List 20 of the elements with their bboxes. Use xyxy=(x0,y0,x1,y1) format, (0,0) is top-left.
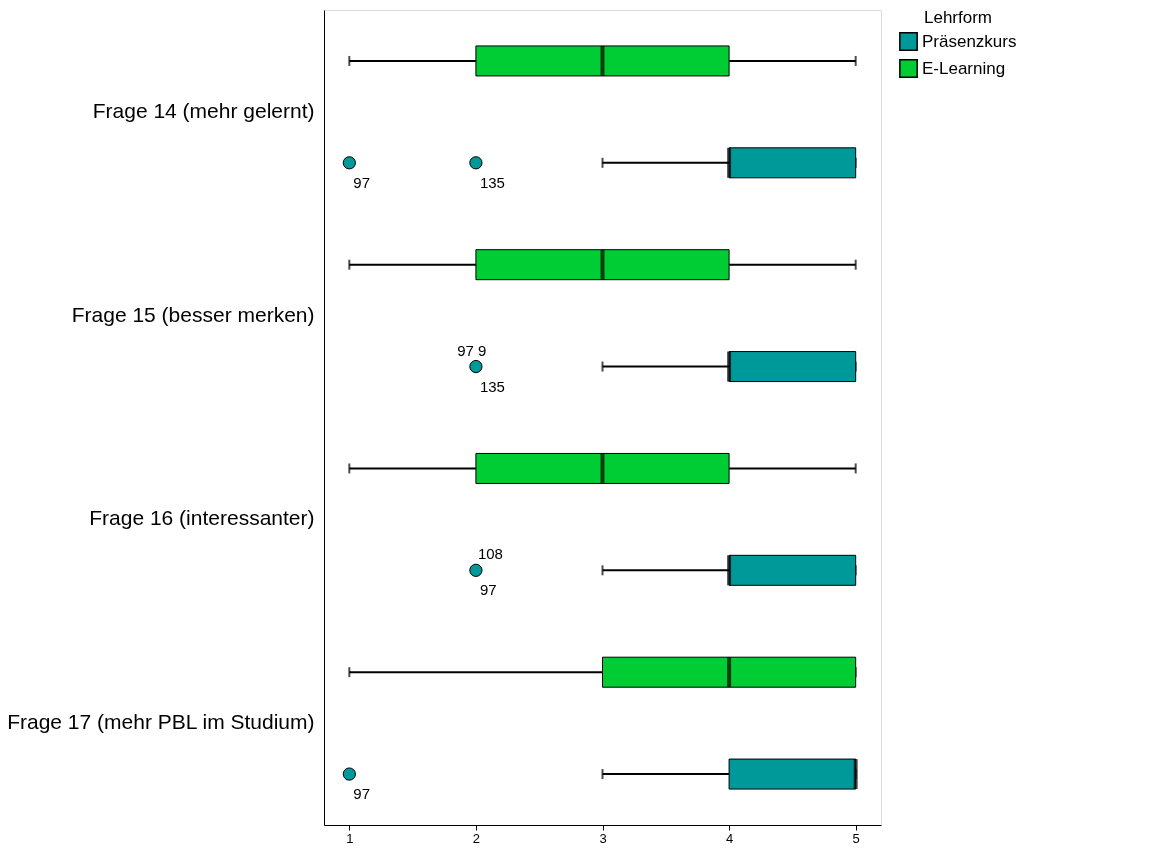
legend-label: Präsenzkurs xyxy=(922,31,1017,51)
legend-label: E-Learning xyxy=(922,58,1006,78)
x-tick-label: 2 xyxy=(472,830,481,846)
x-tick-label: 4 xyxy=(725,830,734,846)
annotation: 97 xyxy=(479,581,497,599)
annotation: 135 xyxy=(479,173,505,191)
annotation: 9 xyxy=(477,341,487,359)
annotation: 108 xyxy=(477,545,503,563)
annotation: 97 xyxy=(353,785,371,803)
annotation: 97 xyxy=(457,341,474,359)
x-tick-label: 3 xyxy=(599,830,607,846)
annotation: 97 xyxy=(353,173,371,191)
y-tick-label: Frage 17 (mehr PBL im Studium) xyxy=(7,710,315,734)
y-tick-label: Frage 16 (interessanter) xyxy=(89,506,315,530)
y-tick-label: Frage 14 (mehr gelernt) xyxy=(92,98,315,122)
x-tick-label: 1 xyxy=(346,830,354,846)
legend-title: Lehrform xyxy=(923,8,993,27)
y-tick-label: Frage 15 (besser merken) xyxy=(71,302,315,326)
annotation: 135 xyxy=(479,377,505,395)
x-tick-label: 5 xyxy=(852,830,860,846)
